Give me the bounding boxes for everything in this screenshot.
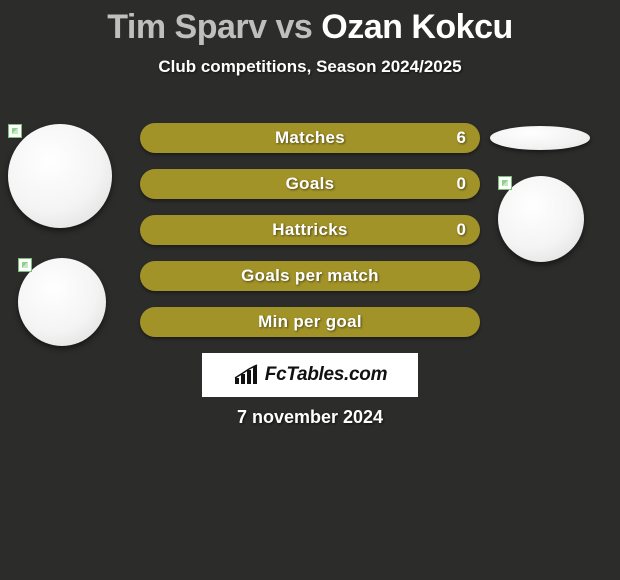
subtitle: Club competitions, Season 2024/2025 xyxy=(0,57,620,77)
placeholder-icon xyxy=(18,258,32,272)
stats-bars: Matches 6 Goals 0 Hattricks 0 Goals per … xyxy=(140,123,480,353)
stat-value-right: 0 xyxy=(457,169,466,199)
player1-avatar-small xyxy=(18,258,106,346)
stat-row-hattricks: Hattricks 0 xyxy=(140,215,480,245)
bars-icon xyxy=(233,364,261,386)
placeholder-icon xyxy=(498,176,512,190)
stat-label: Min per goal xyxy=(140,307,480,337)
brand-badge: FcTables.com xyxy=(202,353,418,397)
brand-text: FcTables.com xyxy=(265,364,387,386)
stat-row-goals: Goals 0 xyxy=(140,169,480,199)
stat-row-goals-per-match: Goals per match xyxy=(140,261,480,291)
stat-label: Matches xyxy=(140,123,480,153)
player2-avatar-ellipse xyxy=(490,126,590,150)
stat-row-matches: Matches 6 xyxy=(140,123,480,153)
stat-label: Hattricks xyxy=(140,215,480,245)
stat-label: Goals xyxy=(140,169,480,199)
stat-label: Goals per match xyxy=(140,261,480,291)
vs-text: vs xyxy=(275,8,312,46)
comparison-title: Tim Sparv vs Ozan Kokcu xyxy=(0,0,620,47)
player1-avatar-large xyxy=(8,124,112,228)
player1-name: Tim Sparv xyxy=(107,8,266,46)
player2-name: Ozan Kokcu xyxy=(321,8,512,46)
player2-avatar xyxy=(498,176,584,262)
snapshot-date: 7 november 2024 xyxy=(0,407,620,428)
placeholder-icon xyxy=(8,124,22,138)
stat-value-right: 0 xyxy=(457,215,466,245)
stat-row-min-per-goal: Min per goal xyxy=(140,307,480,337)
stat-value-right: 6 xyxy=(457,123,466,153)
